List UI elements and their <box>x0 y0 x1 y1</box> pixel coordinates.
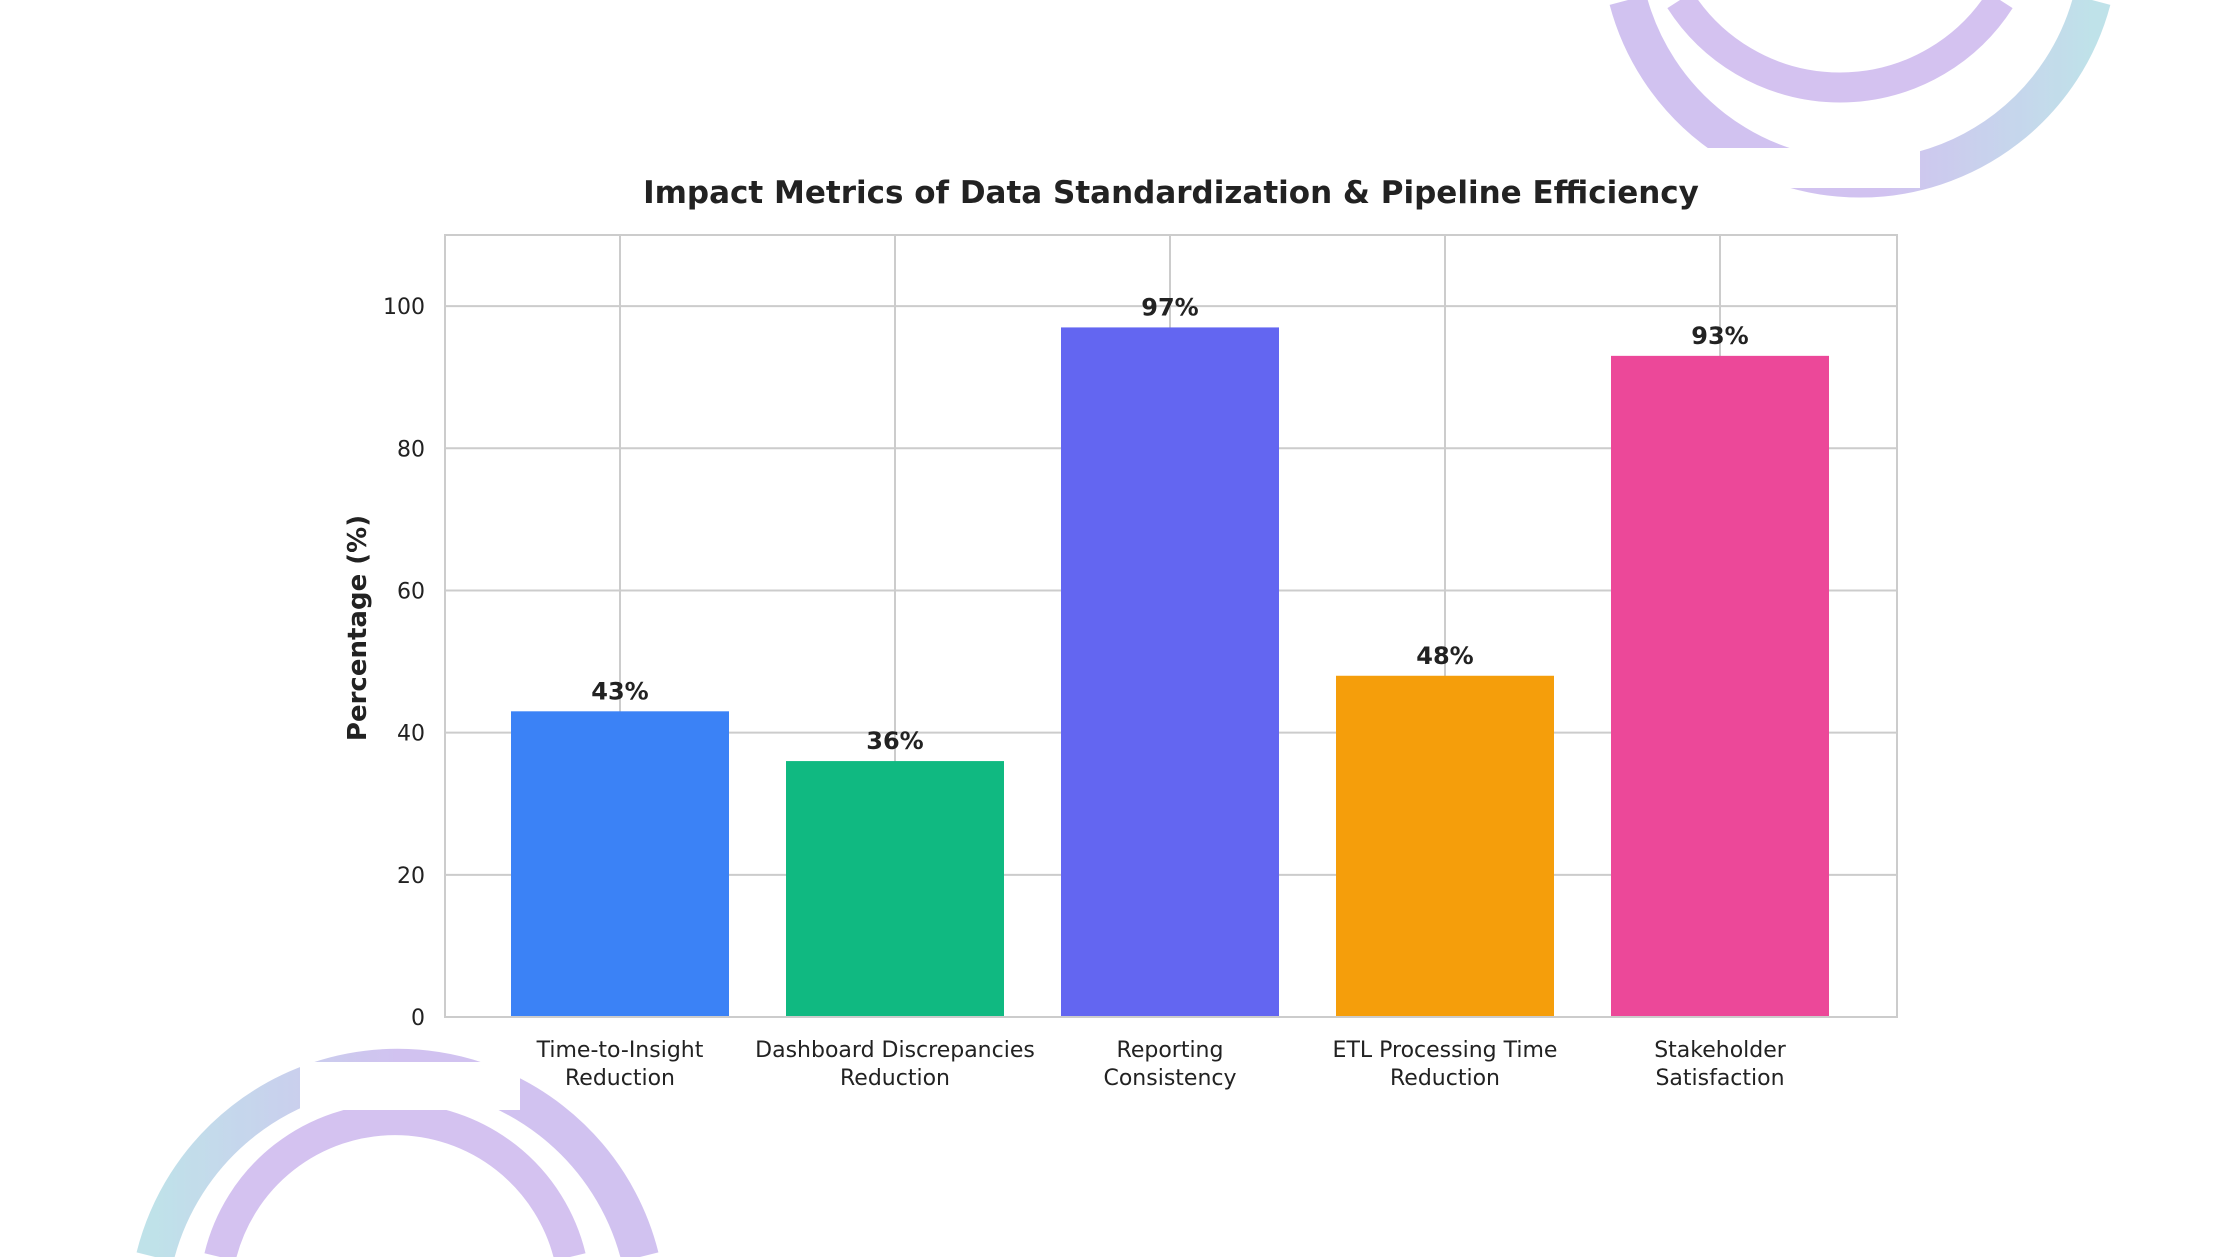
chart-title: Impact Metrics of Data Standardization &… <box>643 175 1699 211</box>
x-category-label: Time-to-Insight Reduction <box>536 1038 704 1091</box>
y-tick-label: 80 <box>397 437 425 462</box>
bar-value-label: 36% <box>866 727 923 755</box>
x-category-label: Stakeholder Satisfaction <box>1654 1038 1787 1091</box>
y-tick-label: 40 <box>397 722 425 747</box>
bar-value-label: 93% <box>1691 322 1748 350</box>
x-axis-categories: Time-to-Insight Reduction Dashboard Discre… <box>536 1038 1787 1091</box>
bar-value-label: 48% <box>1416 642 1473 670</box>
y-axis-label: Percentage (%) <box>343 515 373 741</box>
bar <box>786 761 1004 1017</box>
bar <box>511 711 729 1017</box>
bar <box>1061 327 1279 1017</box>
decorative-rings-bottom-left <box>136 1048 659 1257</box>
x-category-label: ETL Processing Time Reduction <box>1333 1038 1558 1091</box>
y-tick-label: 60 <box>397 579 425 604</box>
bar <box>1611 355 1829 1017</box>
bar <box>1336 675 1554 1017</box>
y-tick-label: 100 <box>383 295 425 320</box>
x-category-label: Dashboard Discrepancies Reduction <box>755 1038 1035 1091</box>
y-axis-ticks: 0 20 40 60 80 100 <box>383 295 425 1031</box>
bar-value-labels: 43% 36% 97% 48% 93% <box>591 293 1748 755</box>
bar-value-label: 43% <box>591 677 648 705</box>
y-tick-label: 0 <box>411 1006 425 1031</box>
plot-frame <box>444 234 1898 1018</box>
decorative-rings-top-right <box>1609 0 2111 198</box>
y-tick-label: 20 <box>397 864 425 889</box>
bars <box>511 327 1829 1017</box>
bar-value-label: 97% <box>1141 293 1198 321</box>
x-category-label: Reporting Consistency <box>1103 1038 1236 1091</box>
